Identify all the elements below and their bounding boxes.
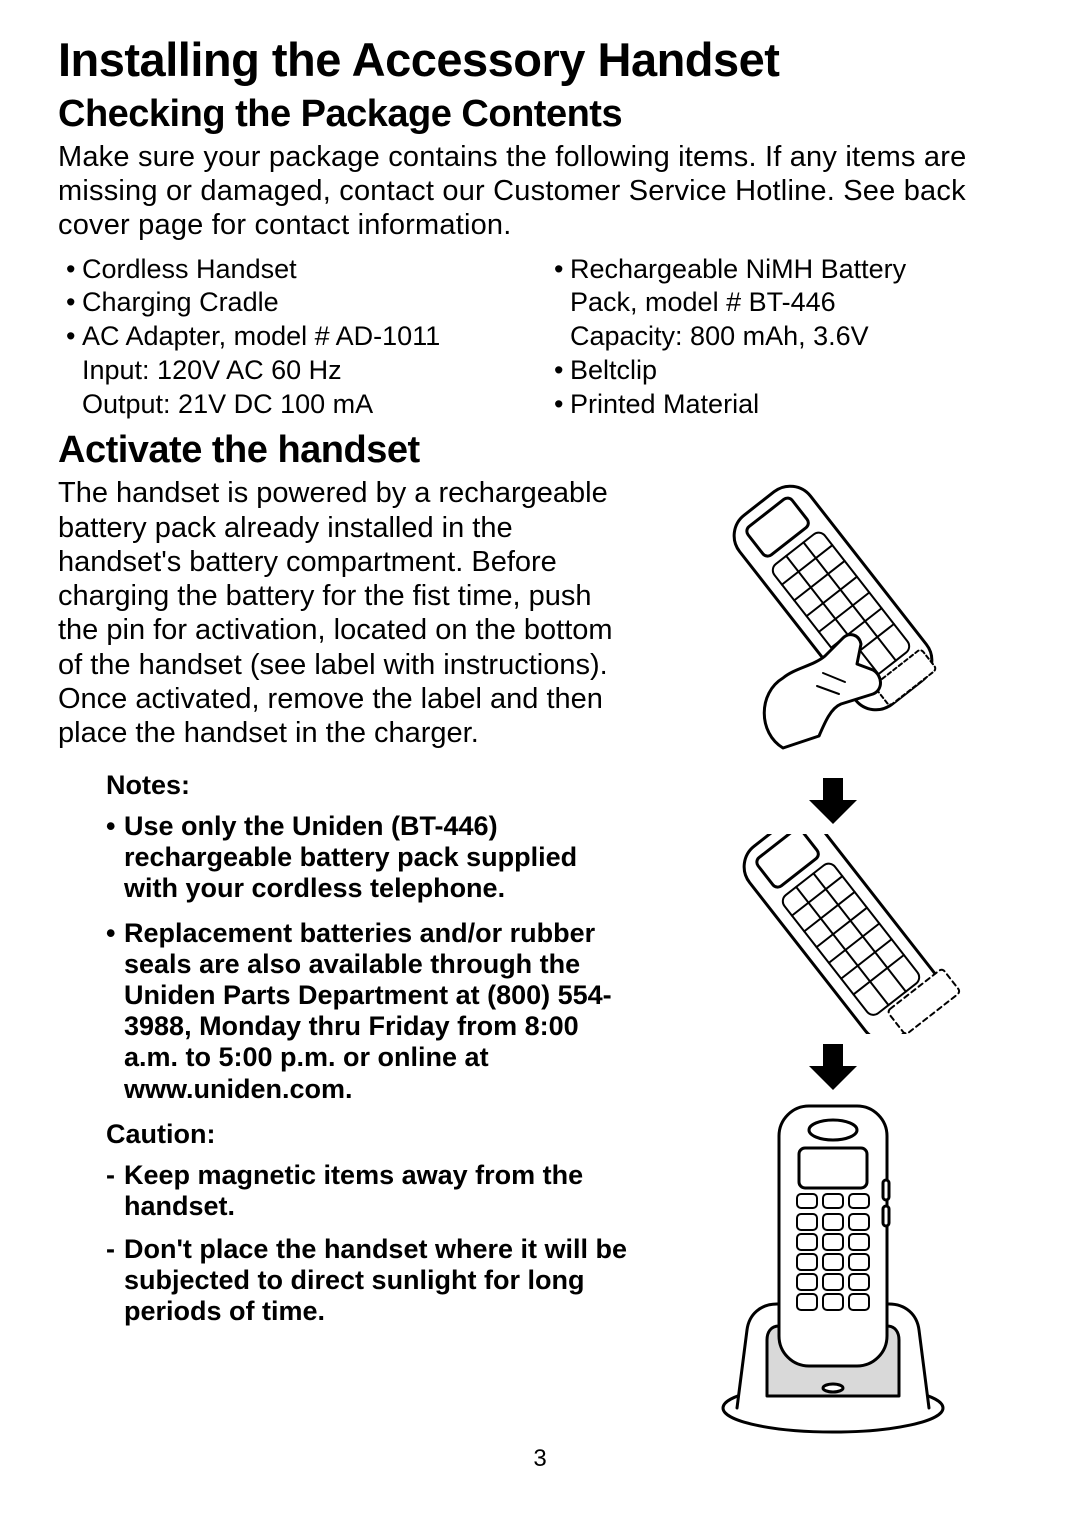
section-heading-activate: Activate the handset [58, 429, 1022, 472]
figures-column [644, 476, 1022, 1440]
content-subitem: Input: 120V AC 60 Hz [66, 354, 534, 388]
content-subitem: Pack, model # BT-446 [554, 286, 1022, 320]
caution-label: Caution: [106, 1119, 628, 1150]
section-heading-contents: Checking the Package Contents [58, 93, 1022, 136]
content-subitem: Output: 21V DC 100 mA [66, 388, 534, 422]
content-subitem: Capacity: 800 mAh, 3.6V [554, 320, 1022, 354]
note-text: Replacement batteries and/or rubber seal… [124, 918, 628, 1104]
content-item: Cordless Handset [82, 253, 297, 287]
content-item: Beltclip [570, 354, 657, 388]
page-number: 3 [0, 1445, 1080, 1473]
arrow-down-icon [803, 1042, 863, 1092]
handset-in-cradle-figure [683, 1100, 983, 1440]
activate-paragraph: The handset is powered by a rechargeable… [58, 476, 628, 750]
content-item: Rechargeable NiMH Battery [570, 253, 906, 287]
handset-activation-figure [663, 478, 1003, 768]
caution-text: Don't place the handset where it will be… [124, 1234, 628, 1327]
arrow-down-icon [803, 776, 863, 826]
handset-label-remove-figure [663, 834, 1003, 1034]
content-item: Printed Material [570, 388, 759, 422]
contents-columns: •Cordless Handset •Charging Cradle •AC A… [58, 253, 1022, 422]
content-item: AC Adapter, model # AD-1011 [82, 320, 440, 354]
contents-right-col: •Rechargeable NiMH Battery Pack, model #… [554, 253, 1022, 422]
notes-label: Notes: [106, 770, 628, 801]
caution-text: Keep magnetic items away from the handse… [124, 1160, 628, 1222]
contents-intro: Make sure your package contains the foll… [58, 140, 1022, 243]
contents-left-col: •Cordless Handset •Charging Cradle •AC A… [66, 253, 534, 422]
page-title: Installing the Accessory Handset [58, 32, 1022, 87]
note-text: Use only the Uniden (BT-446) rechargeabl… [124, 811, 628, 904]
content-item: Charging Cradle [82, 286, 279, 320]
